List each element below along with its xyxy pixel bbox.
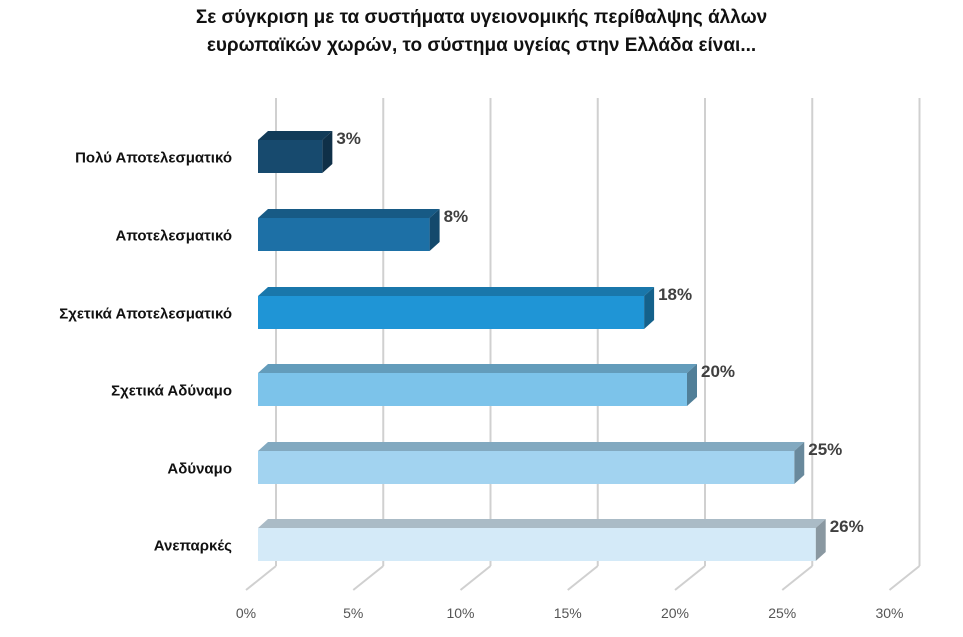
category-label: Σχετικά Αποτελεσματικό — [59, 306, 232, 323]
bar-top — [258, 519, 826, 528]
bar-top — [258, 209, 440, 218]
gridline-floor — [352, 565, 384, 591]
bar — [258, 528, 816, 561]
category-label: Αδύναμο — [167, 461, 232, 478]
x-tick-label: 5% — [343, 605, 363, 621]
category-label: Σχετικά Αδύναμο — [111, 383, 232, 400]
bar-2 — [258, 209, 440, 251]
gridline-floor — [245, 565, 277, 591]
category-label: Ανεπαρκές — [154, 538, 232, 555]
gridline-floor — [567, 565, 599, 591]
data-label: 20% — [701, 362, 735, 381]
data-label: 25% — [808, 440, 842, 459]
bar-5 — [258, 442, 805, 484]
gridline-floor — [459, 565, 492, 591]
bar — [258, 218, 430, 251]
bar — [258, 296, 645, 329]
category-label: Πολύ Αποτελεσματικό — [75, 150, 232, 167]
bar-top — [258, 442, 805, 451]
bar-4 — [258, 364, 697, 406]
bar-side — [322, 131, 333, 173]
data-label: 18% — [658, 285, 692, 304]
bar-side — [815, 519, 826, 561]
bar-side — [644, 287, 655, 329]
bar-6 — [258, 519, 826, 561]
data-label: 8% — [444, 207, 469, 226]
bar-3 — [258, 287, 655, 329]
x-tick-label: 10% — [446, 605, 474, 621]
x-tick-label: 30% — [875, 605, 903, 621]
x-tick-label: 0% — [236, 605, 256, 621]
bar-side — [687, 364, 697, 406]
gridline-floor — [888, 565, 921, 591]
data-label: 26% — [830, 517, 864, 536]
bar-top — [258, 131, 333, 140]
title-line-1: Σε σύγκριση με τα συστήματα υγειονομικής… — [195, 7, 768, 28]
bar — [258, 140, 323, 173]
bar-top — [258, 287, 655, 296]
data-label: 3% — [336, 129, 361, 148]
gridline-floor — [781, 565, 813, 591]
bar-top — [258, 364, 697, 373]
category-label: Αποτελεσματικό — [116, 228, 232, 245]
bar-side — [429, 209, 440, 251]
x-tick-label: 15% — [554, 605, 582, 621]
title-line-2: ευρωπαϊκών χωρών, το σύστημα υγείας στην… — [206, 35, 757, 56]
bar — [258, 451, 795, 484]
gridline-floor — [674, 565, 706, 591]
bar-1 — [258, 131, 333, 173]
bar-side — [794, 442, 805, 484]
chart-title: Σε σύγκριση με τα συστήματα υγειονομικής… — [0, 4, 963, 60]
x-tick-label: 25% — [768, 605, 796, 621]
x-tick-label: 20% — [661, 605, 689, 621]
bar — [258, 373, 687, 406]
